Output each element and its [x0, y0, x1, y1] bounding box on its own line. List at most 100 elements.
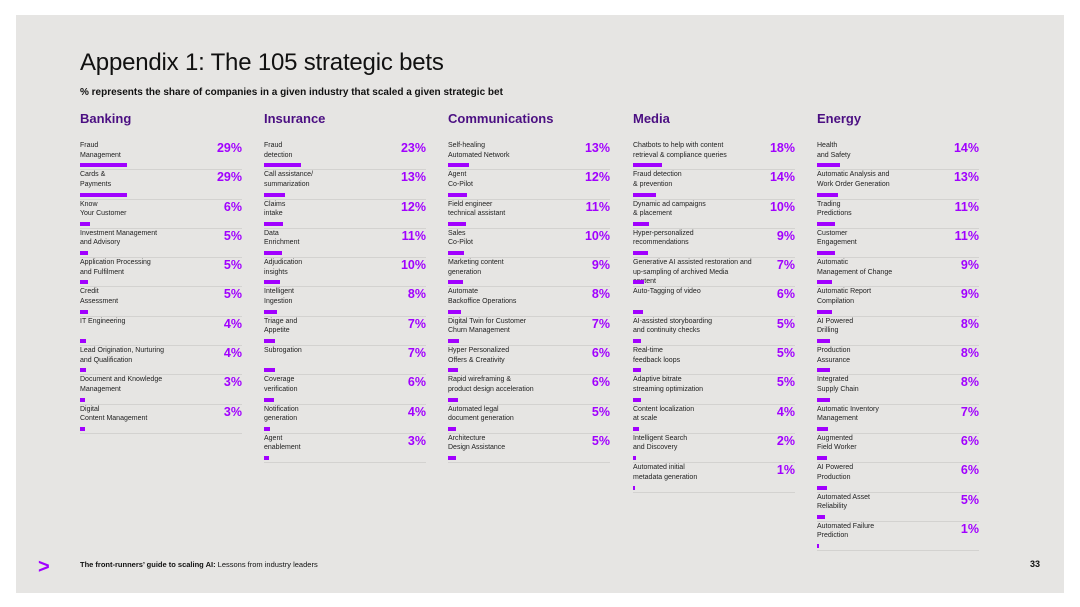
strategic-bet-percentage: 4%	[407, 404, 426, 419]
strategic-bet-percentage: 8%	[960, 316, 979, 331]
strategic-bet-row: Hyper-personalized recommendations 9%	[633, 229, 795, 259]
strategic-bet-bar	[633, 368, 642, 373]
strategic-bet-row: Know Your Customer 6%	[80, 200, 242, 229]
strategic-bet-row: Hyper Personalized Offers & Creativity 6%	[448, 346, 610, 376]
page-title: Appendix 1: The 105 strategic bets	[80, 49, 444, 76]
strategic-bet-percentage: 18%	[769, 141, 795, 155]
strategic-bet-row: Automatic Report Compilation 9%	[817, 287, 979, 317]
strategic-bet-bar	[817, 485, 827, 490]
strategic-bet-row: IT Engineering 4%	[80, 317, 242, 347]
strategic-bet-row: Adjudication insights 10%	[264, 258, 426, 288]
strategic-bet-row: Generative AI assisted restoration and u…	[633, 258, 795, 288]
strategic-bet-row: Architecture Design Assistance 5%	[448, 434, 610, 464]
strategic-bet-label: Adjudication insights	[264, 259, 303, 276]
strategic-bet-label: Integrated Supply Chain	[817, 376, 859, 393]
strategic-bet-bar	[633, 485, 635, 490]
strategic-bet-row: Health and Safety 14%	[817, 141, 979, 171]
strategic-bet-bar	[633, 163, 663, 168]
strategic-bet-row: Sales Co-Pilot 10%	[448, 229, 610, 259]
strategic-bet-percentage: 6%	[591, 375, 610, 390]
strategic-bet-row: Subrogation 7%	[264, 346, 426, 376]
strategic-bet-percentage: 11%	[401, 228, 426, 243]
strategic-bet-bar	[80, 368, 87, 373]
strategic-bet-bar	[80, 339, 87, 344]
strategic-bet-percentage: 4%	[223, 346, 242, 361]
strategic-bet-row: Automated Failure Prediction 1%	[817, 521, 979, 552]
strategic-bet-bar	[80, 397, 85, 402]
strategic-bet-bar	[817, 339, 830, 344]
strategic-bet-label: Adaptive bitrate streaming optimization	[633, 376, 704, 393]
strategic-bet-bar	[633, 309, 643, 314]
strategic-bet-row: Fraud detection & prevention 14%	[633, 170, 795, 200]
strategic-bet-row: Production Assurance 8%	[817, 346, 979, 376]
strategic-bet-percentage: 5%	[776, 375, 795, 390]
strategic-bet-percentage: 2%	[776, 433, 795, 448]
strategic-bet-bar	[817, 426, 829, 431]
industry-heading: Banking	[80, 111, 132, 126]
strategic-bet-label: Fraud detection	[264, 142, 293, 159]
strategic-bet-bar	[264, 221, 284, 226]
strategic-bet-label: Claims intake	[264, 200, 286, 218]
strategic-bet-label: Fraud Management	[80, 142, 121, 159]
strategic-bet-row: Triage and Appetite 7%	[264, 317, 426, 347]
strategic-bet-label: Real-time feedback loops	[633, 347, 681, 364]
strategic-bet-label: Digital Content Management	[80, 405, 148, 423]
strategic-bet-label: Automatic Analysis and Work Order Genera…	[817, 171, 890, 188]
strategic-bet-label: Coverage verification	[264, 376, 298, 393]
strategic-bet-label: Marketing content generation	[448, 259, 504, 276]
strategic-bet-row: Integrated Supply Chain 8%	[817, 375, 979, 405]
strategic-bet-row: Trading Predictions 11%	[817, 200, 979, 229]
industry-column-banking: Banking Fraud Management 29% Cards & Paymen…	[80, 111, 242, 434]
strategic-bet-bar	[264, 426, 271, 431]
strategic-bet-row: Cards & Payments 29%	[80, 170, 242, 200]
strategic-bet-label: Auto-Tagging of video	[633, 288, 701, 296]
strategic-bet-percentage: 6%	[591, 346, 610, 361]
strategic-bet-row: Automatic Inventory Management 7%	[817, 405, 979, 434]
strategic-bet-percentage: 9%	[591, 258, 610, 273]
strategic-bet-label: Application Processing and Fulfilment	[80, 259, 151, 276]
strategic-bet-percentage: 11%	[585, 199, 610, 214]
strategic-bet-percentage: 3%	[223, 375, 242, 390]
strategic-bet-bar	[633, 192, 656, 197]
strategic-bet-bar	[817, 309, 832, 314]
industry-heading: Communications	[448, 111, 554, 126]
strategic-bet-bar	[817, 368, 830, 373]
strategic-bet-bar	[633, 397, 642, 402]
strategic-bet-row: Rapid wireframing & product design accel…	[448, 375, 610, 405]
strategic-bet-label: Agent enablement	[264, 434, 301, 452]
strategic-bet-percentage: 29%	[216, 170, 242, 185]
strategic-bet-label: AI-assisted storyboarding and continuity…	[633, 317, 712, 335]
strategic-bet-percentage: 12%	[400, 199, 426, 214]
strategic-bet-bar	[817, 397, 830, 402]
industry-column-insurance: Insurance Fraud detection 23% Call assistan…	[264, 111, 426, 464]
strategic-bet-bar	[633, 456, 637, 461]
strategic-bet-row: AI-assisted storyboarding and continuity…	[633, 317, 795, 347]
strategic-bet-bar	[817, 251, 835, 256]
strategic-bet-row: Automatic Management of Change 9%	[817, 258, 979, 288]
strategic-bet-row: Dynamic ad campaigns & placement 10%	[633, 200, 795, 229]
strategic-bet-label: Augmented Field Worker	[817, 434, 857, 452]
strategic-bet-percentage: 23%	[400, 141, 426, 155]
strategic-bet-label: IT Engineering	[80, 317, 126, 325]
strategic-bet-bar	[633, 426, 640, 431]
strategic-bet-row: Customer Engagement 11%	[817, 229, 979, 259]
strategic-bet-bar	[264, 456, 269, 461]
strategic-bet-label: Automatic Management of Change	[817, 259, 893, 276]
strategic-bet-row: Field engineer technical assistant 11%	[448, 200, 610, 229]
strategic-bet-row: Digital Twin for Customer Churn Manageme…	[448, 317, 610, 347]
strategic-bet-bar	[448, 309, 461, 314]
strategic-bet-percentage: 5%	[776, 346, 795, 361]
strategic-bet-bar	[448, 221, 466, 226]
strategic-bet-percentage: 8%	[407, 287, 426, 302]
strategic-bet-percentage: 6%	[223, 199, 242, 214]
strategic-bet-label: Hyper-personalized recommendations	[633, 229, 694, 247]
strategic-bet-row: Self-healing Automated Network 13%	[448, 141, 610, 171]
strategic-bet-bar	[80, 192, 127, 197]
strategic-bet-percentage: 1%	[960, 521, 979, 536]
strategic-bet-label: Cards & Payments	[80, 171, 112, 188]
strategic-bet-bar	[448, 192, 468, 197]
page-number: 33	[1029, 559, 1040, 569]
strategic-bet-label: Dynamic ad campaigns & placement	[633, 200, 706, 218]
strategic-bet-row: Auto-Tagging of video 6%	[633, 287, 795, 317]
strategic-bet-row: Call assistance/ summarization 13%	[264, 170, 426, 200]
